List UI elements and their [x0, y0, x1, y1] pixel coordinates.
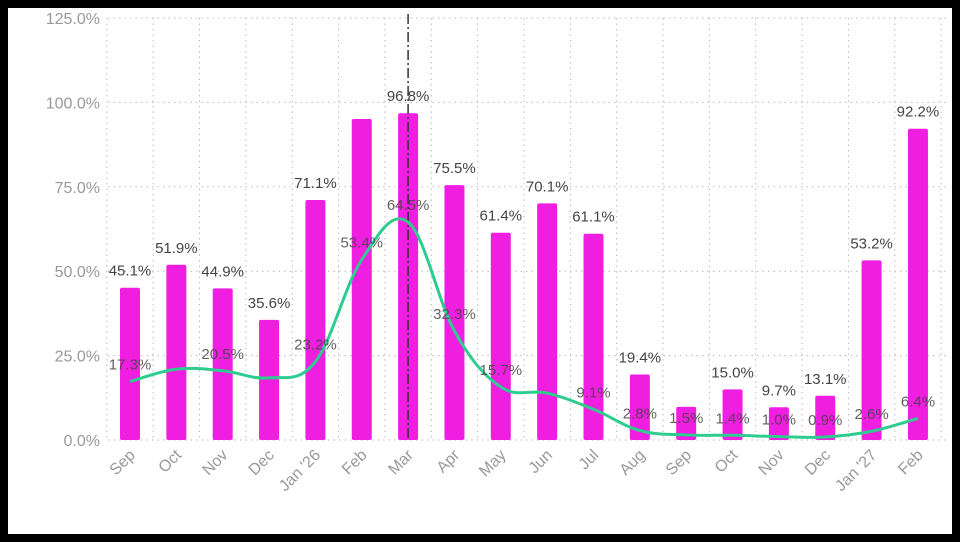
line-data-label: 6.4%: [901, 393, 935, 410]
x-tick-label: Nov: [199, 447, 231, 479]
x-tick-label: Jul: [576, 447, 602, 473]
line-data-label: 20.5%: [201, 346, 244, 363]
x-tick-label: Dec: [246, 447, 278, 479]
x-tick-label: Oct: [712, 446, 742, 476]
y-tick-label: 75.0%: [55, 180, 100, 197]
line-data-label: 17.3%: [109, 357, 152, 374]
bar-data-label: 53.2%: [850, 235, 893, 252]
bar: [351, 118, 372, 441]
bar-data-label: 51.9%: [155, 240, 198, 257]
y-tick-label: 50.0%: [55, 264, 100, 281]
bar: [305, 199, 326, 440]
bar-data-label: 44.9%: [201, 263, 244, 280]
line-data-label: 1.4%: [715, 410, 749, 427]
bar-data-label: 75.5%: [433, 160, 476, 177]
bar-data-label: 92.2%: [897, 104, 940, 121]
bar: [537, 203, 558, 440]
bar-line-chart: 0.0% 25.0% 50.0% 75.0% 100.0% 125.0% 45.1%51.9…: [46, 11, 948, 495]
line-series: [129, 217, 919, 439]
bar: [861, 260, 882, 440]
line-data-label: 64.5%: [387, 197, 430, 214]
line-data-label: 15.7%: [480, 362, 523, 379]
line-data-label: 1.5%: [669, 410, 703, 427]
line-data-label: 2.6%: [854, 406, 888, 423]
x-tick-label: Jan '26: [276, 447, 324, 495]
bar-data-label: 15.0%: [711, 364, 754, 381]
bar-data-label: 71.1%: [294, 175, 337, 192]
bar-data-label: 61.1%: [572, 209, 615, 226]
bar-data-label: 19.4%: [619, 350, 662, 367]
bar: [722, 389, 743, 440]
x-tick-label: Sep: [663, 447, 695, 479]
y-tick-label: 125.0%: [46, 11, 100, 28]
bar: [676, 406, 697, 440]
bar-data-label: 45.1%: [109, 263, 152, 280]
line-data-label: 32.3%: [433, 306, 476, 323]
bar: [907, 128, 928, 441]
x-tick-label: Mar: [385, 446, 417, 478]
line-data-label: 9.1%: [576, 384, 610, 401]
x-tick-label: Feb: [895, 447, 927, 479]
bar: [398, 113, 419, 441]
x-tick-label: Dec: [802, 447, 834, 479]
line-data-label: 23.2%: [294, 337, 337, 354]
x-tick-label: Sep: [107, 447, 139, 479]
x-tick-label: Apr: [434, 446, 464, 476]
x-tick-label: Jun: [526, 447, 556, 477]
bar-data-label: 35.6%: [248, 295, 291, 312]
line-data-label: 1.0%: [762, 412, 796, 429]
line-data-label: 2.8%: [623, 406, 657, 423]
bar-data-label: 96.8%: [387, 88, 430, 105]
bar-data-label: 13.1%: [804, 371, 847, 388]
bar-data-label: 70.1%: [526, 178, 569, 195]
bar: [768, 407, 789, 440]
x-tick-label: May: [476, 447, 509, 480]
line-data-label: 0.9%: [808, 412, 842, 429]
bar-data-label: 9.7%: [762, 382, 796, 399]
x-tick-label: Oct: [156, 446, 186, 476]
y-tick-label: 0.0%: [64, 433, 100, 450]
y-tick-label: 25.0%: [55, 349, 100, 366]
x-tick-label: Nov: [756, 447, 788, 479]
bar: [490, 232, 511, 440]
bar: [583, 233, 604, 440]
bar: [815, 395, 836, 440]
y-tick-label: 100.0%: [46, 95, 100, 112]
bar: [120, 287, 140, 440]
x-tick-label: Jan '27: [832, 447, 880, 495]
bar: [166, 264, 187, 440]
line-data-label: 53.4%: [340, 235, 383, 252]
bar: [259, 319, 280, 440]
bar: [444, 185, 465, 440]
x-tick-label: Aug: [617, 447, 649, 479]
x-tick-label: Feb: [339, 447, 371, 479]
bar-data-label: 61.4%: [480, 208, 523, 225]
chart-area: 0.0% 25.0% 50.0% 75.0% 100.0% 125.0% 45.1% 51.9…: [8, 8, 952, 534]
bar: [212, 288, 233, 440]
bar: [629, 374, 650, 440]
